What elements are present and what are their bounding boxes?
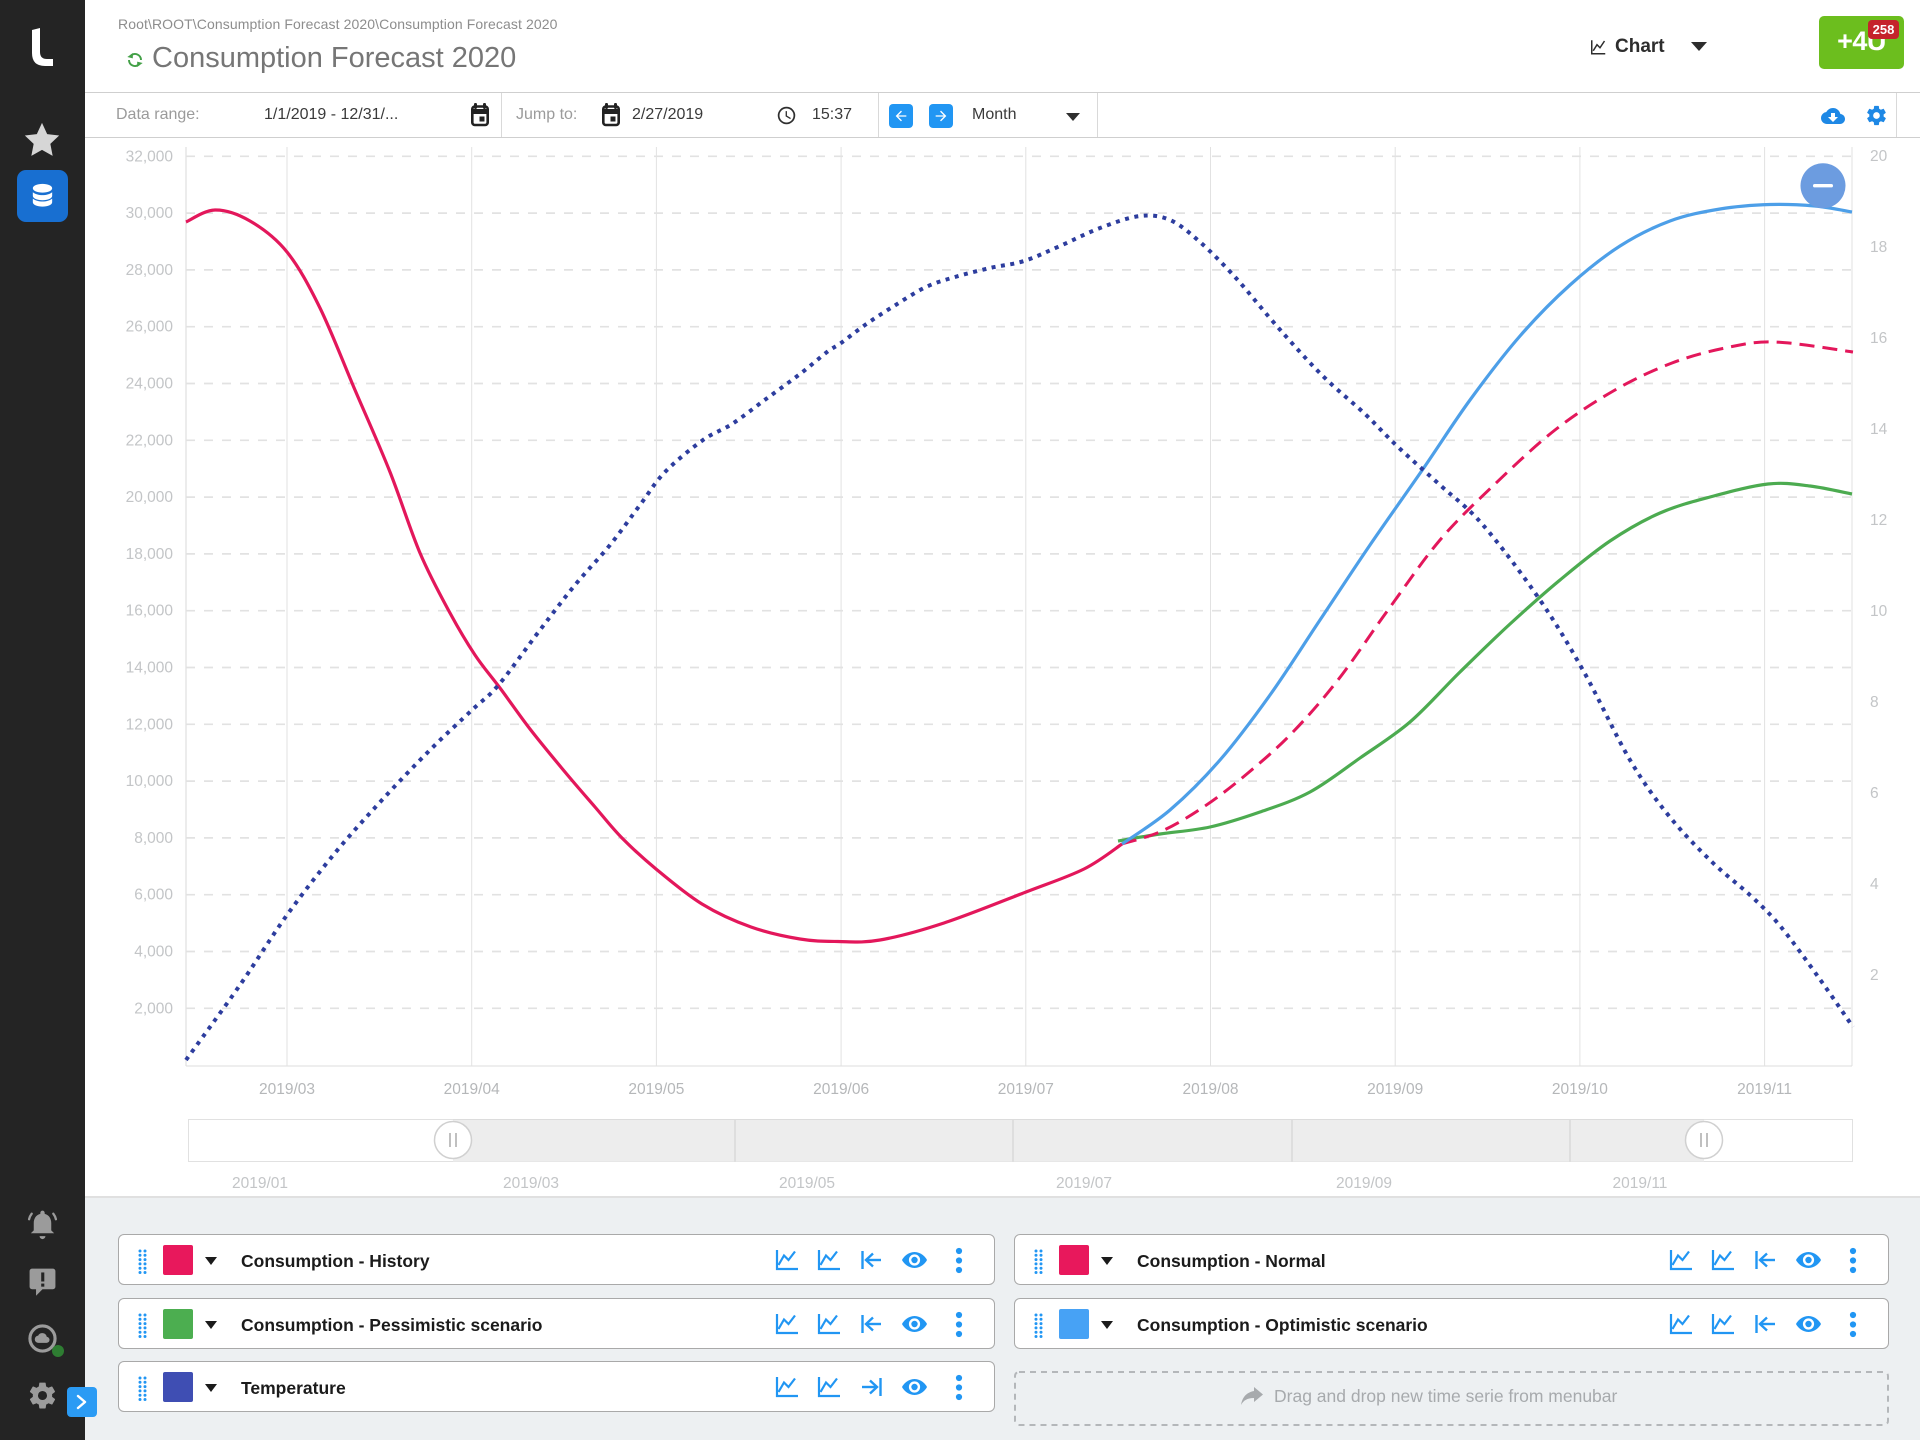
svg-text:10,000: 10,000: [126, 773, 174, 790]
svg-text:2019/05: 2019/05: [628, 1081, 684, 1098]
svg-text:4: 4: [1870, 876, 1879, 893]
svg-text:14,000: 14,000: [126, 660, 174, 677]
svg-text:2019/09: 2019/09: [1336, 1175, 1392, 1192]
svg-text:32,000: 32,000: [126, 148, 174, 165]
svg-text:28,000: 28,000: [126, 262, 174, 279]
svg-text:2019/03: 2019/03: [503, 1175, 559, 1192]
svg-text:24,000: 24,000: [126, 376, 174, 393]
svg-text:20: 20: [1870, 148, 1888, 165]
svg-text:14: 14: [1870, 421, 1888, 438]
svg-text:2019/04: 2019/04: [444, 1081, 500, 1098]
svg-text:18,000: 18,000: [126, 546, 174, 563]
svg-text:2019/03: 2019/03: [259, 1081, 315, 1098]
svg-text:2019/06: 2019/06: [813, 1081, 869, 1098]
svg-text:2019/08: 2019/08: [1182, 1081, 1238, 1098]
svg-text:16,000: 16,000: [126, 603, 174, 620]
svg-text:30,000: 30,000: [126, 205, 174, 222]
svg-text:26,000: 26,000: [126, 319, 174, 336]
svg-text:12: 12: [1870, 512, 1887, 529]
svg-text:2019/11: 2019/11: [1613, 1175, 1668, 1192]
svg-text:20,000: 20,000: [126, 489, 174, 506]
svg-text:18: 18: [1870, 239, 1887, 256]
svg-text:22,000: 22,000: [126, 432, 174, 449]
svg-text:2019/05: 2019/05: [779, 1175, 835, 1192]
svg-text:10: 10: [1870, 603, 1888, 620]
svg-text:12,000: 12,000: [126, 716, 174, 733]
svg-text:2: 2: [1870, 967, 1879, 984]
svg-text:2,000: 2,000: [134, 1000, 173, 1017]
svg-text:16: 16: [1870, 330, 1887, 347]
svg-text:2019/10: 2019/10: [1552, 1081, 1608, 1098]
svg-text:8: 8: [1870, 694, 1879, 711]
svg-text:2019/01: 2019/01: [232, 1175, 288, 1192]
svg-text:8,000: 8,000: [134, 830, 173, 847]
svg-text:2019/09: 2019/09: [1367, 1081, 1423, 1098]
svg-text:2019/11: 2019/11: [1737, 1081, 1792, 1098]
svg-text:6: 6: [1870, 785, 1879, 802]
svg-text:2019/07: 2019/07: [998, 1081, 1054, 1098]
svg-text:6,000: 6,000: [134, 887, 173, 904]
svg-text:4,000: 4,000: [134, 944, 173, 961]
svg-text:2019/07: 2019/07: [1056, 1175, 1112, 1192]
